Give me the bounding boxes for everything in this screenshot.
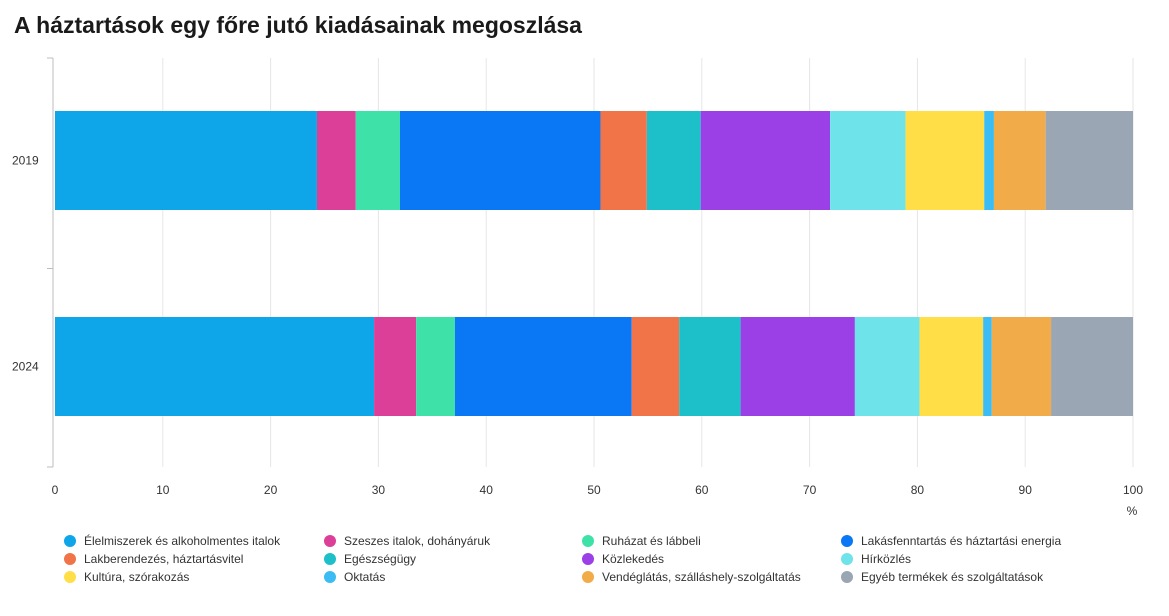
x-tick-label: 80 (911, 483, 925, 497)
x-tick-label: 0 (52, 483, 59, 497)
bar-segment[interactable] (919, 317, 984, 416)
legend-item[interactable]: Lakberendezés, háztartásvitel (64, 552, 324, 566)
bar-segment[interactable] (631, 317, 680, 416)
bar-segment[interactable] (600, 111, 647, 210)
bar-segment[interactable] (993, 111, 1046, 210)
legend-label: Közlekedés (602, 552, 665, 566)
bar-segment[interactable] (830, 111, 906, 210)
legend-label: Kultúra, szórakozás (84, 570, 190, 584)
x-tick-label: 40 (480, 483, 494, 497)
legend-swatch-icon (64, 571, 76, 583)
legend-swatch-icon (64, 553, 76, 565)
bar-segment[interactable] (316, 111, 356, 210)
legend-swatch-icon (324, 571, 336, 583)
bar-segment[interactable] (1051, 317, 1133, 416)
chart-title: A háztartások egy főre jutó kiadásainak … (14, 12, 582, 38)
legend-label: Oktatás (344, 570, 386, 584)
bar-segment[interactable] (454, 317, 632, 416)
legend-item[interactable]: Vendéglátás, szálláshely-szolgáltatás (582, 570, 841, 584)
legend-label: Élelmiszerek és alkoholmentes italok (84, 534, 281, 548)
legend-swatch-icon (582, 553, 594, 565)
legend-swatch-icon (841, 553, 853, 565)
legend-swatch-icon (582, 535, 594, 547)
bar-segment[interactable] (355, 111, 400, 210)
bar-segment[interactable] (984, 111, 994, 210)
legend-item[interactable]: Egyéb termékek és szolgáltatások (841, 570, 1141, 584)
legend-label: Egyéb termékek és szolgáltatások (861, 570, 1044, 584)
legend-label: Szeszes italok, dohányáruk (344, 534, 491, 548)
legend-item[interactable]: Közlekedés (582, 552, 841, 566)
legend-swatch-icon (841, 535, 853, 547)
legend-swatch-icon (582, 571, 594, 583)
legend-label: Ruházat és lábbeli (602, 534, 701, 548)
stacked-bar-chart: 0 10 20 30 40 50 60 70 80 90 100% 2019 2024 (12, 57, 1143, 518)
bar-segment[interactable] (740, 317, 855, 416)
legend-label: Vendéglátás, szálláshely-szolgáltatás (602, 570, 801, 584)
legend-item[interactable]: Ruházat és lábbeli (582, 534, 841, 548)
bar-segment[interactable] (416, 317, 455, 416)
bar-segment[interactable] (905, 111, 985, 210)
x-tick-label: 50 (587, 483, 601, 497)
legend-swatch-icon (841, 571, 853, 583)
x-tick-label: 70 (803, 483, 817, 497)
legend-item[interactable]: Szeszes italok, dohányáruk (324, 534, 582, 548)
y-category-label: 2024 (12, 360, 39, 374)
bar-segment[interactable] (399, 111, 601, 210)
x-tick-label: 10 (156, 483, 170, 497)
x-tick-label: 90 (1019, 483, 1033, 497)
bar-segment[interactable] (1045, 111, 1133, 210)
bar-segment[interactable] (983, 317, 992, 416)
x-tick-label: 30 (372, 483, 386, 497)
legend-item[interactable]: Hírközlés (841, 552, 1141, 566)
bar-segment[interactable] (646, 111, 701, 210)
legend-label: Egészségügy (344, 552, 417, 566)
legend-item[interactable]: Élelmiszerek és alkoholmentes italok (64, 534, 324, 548)
legend-swatch-icon (324, 535, 336, 547)
x-axis-label: % (1127, 504, 1138, 518)
x-tick-label: 100 (1123, 483, 1143, 497)
x-tick-label: 20 (264, 483, 278, 497)
legend-swatch-icon (324, 553, 336, 565)
bar-segment[interactable] (374, 317, 417, 416)
bar-segment[interactable] (854, 317, 920, 416)
legend-item[interactable]: Lakásfenntartás és háztartási energia (841, 534, 1141, 548)
legend-item[interactable]: Oktatás (324, 570, 582, 584)
legend-label: Hírközlés (861, 552, 912, 566)
legend-swatch-icon (64, 535, 76, 547)
legend-item[interactable]: Egészségügy (324, 552, 582, 566)
bar-segment[interactable] (679, 317, 741, 416)
legend-label: Lakásfenntartás és háztartási energia (861, 534, 1062, 548)
chart-legend: Élelmiszerek és alkoholmentes italok Szes… (64, 534, 1144, 584)
bar-segment[interactable] (700, 111, 831, 210)
legend-item[interactable]: Kultúra, szórakozás (64, 570, 324, 584)
bar-segment[interactable] (55, 317, 375, 416)
bar-segment[interactable] (991, 317, 1052, 416)
legend-label: Lakberendezés, háztartásvitel (84, 552, 244, 566)
bar-segment[interactable] (55, 111, 317, 210)
x-tick-label: 60 (695, 483, 709, 497)
y-category-label: 2019 (12, 154, 39, 168)
